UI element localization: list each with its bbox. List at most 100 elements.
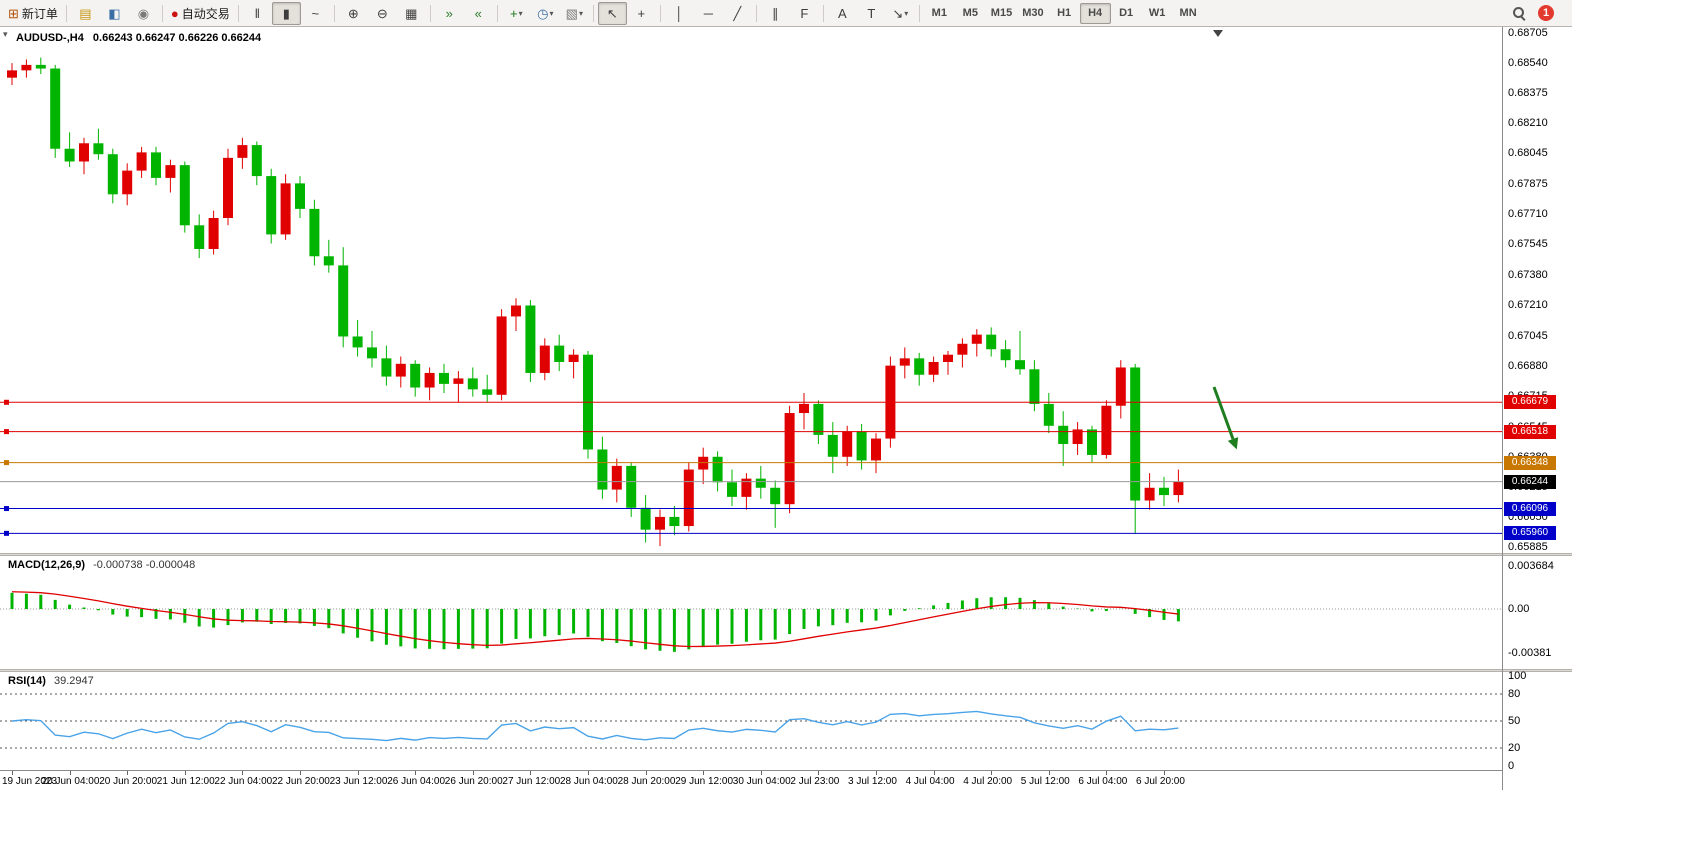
line-anchor[interactable] xyxy=(4,506,9,512)
axis-label: 0.67545 xyxy=(1508,238,1548,251)
timeframe-w1[interactable]: W1 xyxy=(1148,7,1166,19)
zoom-out-icon[interactable]: ⊖ xyxy=(376,5,388,21)
symbol-period-label: AUDUSD-,H4 xyxy=(16,32,84,44)
panel-separator[interactable] xyxy=(0,553,1572,556)
main-chart-canvas[interactable] xyxy=(0,27,1502,553)
line-anchor[interactable] xyxy=(4,460,9,466)
candle-body xyxy=(899,358,910,366)
toolbar: ⊞ 新订单 ▤ ◧ ◉ ● 自动交易 ‖ ▮ ~ ⊕ ⊖ ▦ » « + ▾ ◷ ▾ ▧ ▾ ↖ + │ ─ ╱ ∥ F A T ↘ ▾ M1 M… xyxy=(0,0,1572,27)
rsi-panel[interactable]: RSI(14) 39.2947 xyxy=(0,672,1502,770)
market-watch-icon[interactable]: ◧ xyxy=(108,5,121,21)
chart-shift-icon[interactable]: « xyxy=(474,5,482,21)
panel-separator[interactable] xyxy=(0,669,1572,672)
candle-body xyxy=(1000,349,1011,361)
time-tick xyxy=(1048,771,1050,775)
equidistant-channel-icon[interactable]: ∥ xyxy=(772,5,779,21)
candle-body xyxy=(554,345,565,362)
price-tag: 0.66518 xyxy=(1504,424,1556,439)
candle-body xyxy=(482,389,493,395)
timeframe-m1[interactable]: M1 xyxy=(931,7,947,19)
toolbar-separator xyxy=(918,4,920,22)
candle-body xyxy=(727,482,737,497)
timeframe-m30[interactable]: M30 xyxy=(1022,7,1044,19)
line-anchor[interactable] xyxy=(4,399,9,405)
candle-body xyxy=(799,403,809,414)
search-icon[interactable] xyxy=(1513,6,1526,20)
macd-panel[interactable]: MACD(12,26,9) -0.000738 -0.000048 xyxy=(0,556,1502,669)
new-chart-icon[interactable]: + ▾ xyxy=(509,5,523,21)
candle-body xyxy=(539,345,550,373)
toolbar-separator xyxy=(429,4,431,22)
autotrading-button[interactable]: ● 自动交易 xyxy=(167,2,234,25)
bar-chart-icon[interactable]: ‖ xyxy=(254,5,260,21)
crosshair-icon[interactable]: + xyxy=(637,5,646,21)
candle-body xyxy=(525,305,536,373)
horizontal-line-icon[interactable]: ─ xyxy=(703,5,713,21)
price-scale[interactable]: 0.66679 0.66518 0.66348 0.66096 0.65960 0.662… xyxy=(1503,0,1591,790)
macd-canvas[interactable] xyxy=(0,556,1502,669)
line-chart-icon[interactable]: ~ xyxy=(311,5,320,21)
axis-label: 0.68705 xyxy=(1508,27,1548,39)
candle-body xyxy=(151,152,161,178)
vertical-line-icon[interactable]: │ xyxy=(675,5,684,21)
timeframe-h4[interactable]: H4 xyxy=(1079,2,1111,24)
auto-scroll-icon[interactable]: » xyxy=(445,5,453,21)
candlestick-chart-icon[interactable]: ▮ xyxy=(271,1,301,25)
sounds-icon[interactable]: ◉ xyxy=(137,5,150,21)
time-tick xyxy=(415,771,417,775)
time-tick xyxy=(472,771,474,775)
time-label: 26 Jun 20:00 xyxy=(444,776,503,787)
fibonacci-icon[interactable]: F xyxy=(800,5,809,21)
time-axis[interactable]: 19 Jun 2023 20 Jun 04:00 20 Jun 20:00 21 Ju… xyxy=(0,770,1502,793)
timeframe-d1[interactable]: D1 xyxy=(1119,7,1134,19)
time-label: 28 Jun 20:00 xyxy=(617,776,676,787)
candle-body xyxy=(640,507,651,530)
time-tick xyxy=(12,771,13,775)
axis-label: 50 xyxy=(1508,715,1521,727)
time-label: 22 Jun 20:00 xyxy=(272,776,330,787)
time-label: 4 Jul 20:00 xyxy=(963,776,1013,787)
candle-body xyxy=(1115,367,1126,406)
candle-body xyxy=(698,456,709,470)
candle-body xyxy=(842,431,853,457)
timeframe-m5[interactable]: M5 xyxy=(962,7,978,19)
one-click-trading-toggle[interactable]: ▾ xyxy=(3,29,8,39)
line-anchor[interactable] xyxy=(4,530,9,536)
toolbar-separator xyxy=(333,4,335,22)
time-label: 30 Jun 04:00 xyxy=(732,776,791,787)
candle-body xyxy=(957,343,968,355)
new-order-button[interactable]: ⊞ 新订单 xyxy=(4,2,62,25)
candle-body xyxy=(223,157,233,219)
cursor-icon[interactable]: ↖ xyxy=(597,1,627,25)
tile-windows-icon[interactable]: ▦ xyxy=(405,5,418,21)
toolbar-separator xyxy=(822,4,824,22)
candle-body xyxy=(410,363,421,388)
notification-badge[interactable]: 1 xyxy=(1538,5,1554,21)
text-icon[interactable]: A xyxy=(837,5,847,21)
profiles-icon[interactable]: ▤ xyxy=(79,5,92,21)
rsi-title: RSI(14) xyxy=(8,675,46,687)
arrow-annotation[interactable] xyxy=(1212,386,1235,440)
candle-body xyxy=(1173,481,1184,496)
timeframe-mn[interactable]: MN xyxy=(1179,7,1197,19)
rsi-canvas[interactable] xyxy=(0,672,1502,770)
zoom-in-icon[interactable]: ⊕ xyxy=(347,5,359,21)
candle-body xyxy=(1043,403,1054,426)
periodicity-icon[interactable]: ◷ ▾ xyxy=(537,5,554,21)
text-label-icon[interactable]: T xyxy=(867,5,876,21)
chart-shift-marker[interactable] xyxy=(1213,30,1223,37)
time-label: 26 Jun 04:00 xyxy=(387,776,446,787)
timeframe-m15[interactable]: M15 xyxy=(990,7,1013,19)
arrows-tool-icon[interactable]: ↘ ▾ xyxy=(892,5,909,21)
trendline-icon[interactable]: ╱ xyxy=(733,5,742,21)
candle-body xyxy=(237,145,248,158)
timeframe-h1[interactable]: H1 xyxy=(1057,7,1072,19)
main-chart-panel[interactable]: ▾ AUDUSD-,H4 0.66243 0.66247 0.66226 0.6… xyxy=(0,27,1502,553)
templates-icon[interactable]: ▧ ▾ xyxy=(565,5,583,21)
time-tick xyxy=(69,771,71,775)
price-tag: 0.66096 xyxy=(1504,501,1556,516)
line-anchor[interactable] xyxy=(4,429,9,435)
toolbar-separator xyxy=(65,4,67,22)
candle-body xyxy=(1072,429,1083,445)
time-label: 22 Jun 04:00 xyxy=(214,776,273,787)
